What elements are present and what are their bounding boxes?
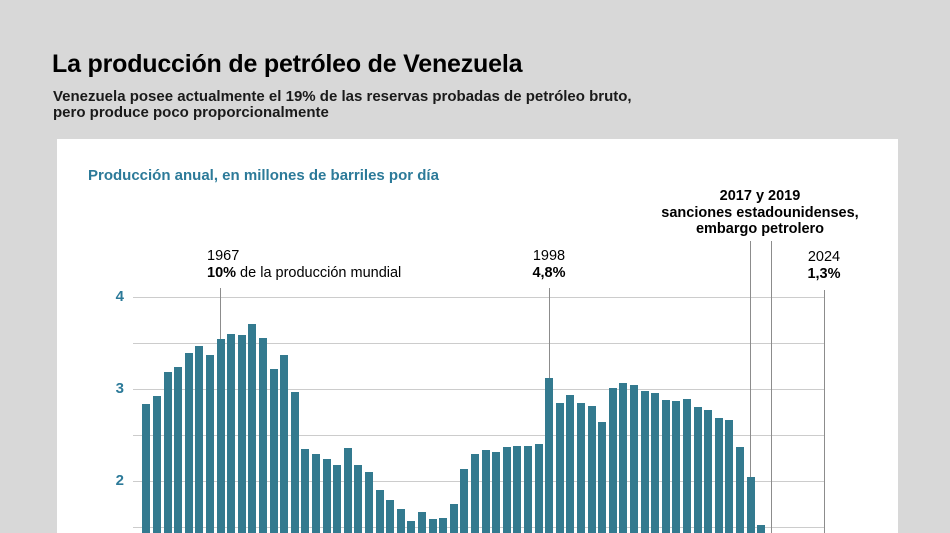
reference-line-1998 [548,288,550,378]
bar-1970 [248,323,257,533]
bar-1984 [396,508,405,533]
annotation-2017-line3: embargo petrolero [695,221,825,237]
bar-1971 [258,338,267,533]
bar-1975 [301,448,310,533]
annotation-2024-value: 1,3% [807,266,841,282]
bar-2010 [672,400,681,533]
annotation-1967-text: 10% de la producción mundial [207,265,402,281]
bar-2004 [608,388,617,533]
bar-1992 [481,449,490,533]
y-axis-tick-3: 3 [115,380,124,397]
bar-1978 [333,465,342,533]
bar-2001 [576,402,585,533]
page-subtitle-line2: pero produce poco proporcionalmente [53,103,329,121]
annotation-1998-year: 1998 [532,248,566,264]
bar-1960 [142,403,151,533]
bar-1998 [545,377,554,533]
bar-1983 [386,500,395,533]
bar-1965 [195,345,204,533]
reference-line-1967 [220,288,221,340]
bar-1961 [152,396,161,533]
bar-2000 [566,395,575,533]
bar-2007 [640,390,649,533]
bar-2006 [629,385,638,533]
gridline-2.5 [133,435,824,436]
bar-1974 [290,391,299,533]
bar-1962 [163,371,172,533]
bar-1977 [322,458,331,533]
gridline-3.5 [133,343,824,344]
bar-1995 [513,446,522,533]
bar-1972 [269,368,278,533]
annotation-1967-year: 1967 [207,248,240,264]
bar-1990 [460,469,469,533]
bar-1964 [184,353,193,533]
bar-1991 [470,454,479,533]
bar-1994 [502,446,511,533]
page-title: La producción de petróleo de Venezuela [52,50,523,78]
annotation-2024-year: 2024 [807,249,841,265]
bar-2015 [725,420,734,533]
bar-1988 [439,517,448,533]
bar-2012 [693,407,702,533]
bar-1973 [280,354,289,533]
bar-2011 [682,399,691,533]
bar-1980 [354,465,363,533]
bar-2002 [587,406,596,533]
bar-1976 [311,454,320,533]
reference-line-2017 [750,241,751,478]
bar-1985 [407,520,416,533]
bar-2013 [704,410,713,533]
bar-1967 [216,339,225,533]
annotation-2017-line2: sanciones estadounidenses, [661,204,859,221]
bar-2009 [661,400,670,533]
reference-line-2024 [824,290,826,533]
annotation-2024: 2024 1,3% [807,249,840,283]
bar-1969 [237,334,246,533]
annotation-1998: 1998 4,8% [532,248,565,282]
gridline-4 [133,297,824,298]
annotation-2017-line1: 2017 y 2019 [719,188,801,204]
bar-1981 [364,471,373,533]
bar-1982 [375,490,384,533]
bar-2008 [651,392,660,533]
bar-1999 [555,402,564,533]
bar-1989 [449,504,458,533]
annotation-1998-value: 4,8% [532,265,566,281]
page-subtitle-line1: Venezuela posee actualmente el 19% de la… [53,88,632,105]
bar-1996 [523,446,532,533]
bar-2014 [714,417,723,533]
bar-1966 [205,354,214,533]
bar-2016 [735,446,744,533]
annotation-2017-2019: 2017 y 2019 sanciones estadounidenses, e… [661,188,858,238]
annotation-1967: 1967 10% de la producción mundial [207,248,401,282]
bar-1997 [534,444,543,533]
gridline-3 [133,389,824,390]
bar-1979 [343,447,352,533]
bar-1986 [417,512,426,533]
bar-2003 [598,422,607,533]
reference-line-2019 [771,241,773,533]
chart-title: Producción anual, en millones de barrile… [88,167,439,184]
bar-1987 [428,518,437,533]
page-subtitle: Venezuela posee actualmente el 19% de la… [53,89,632,120]
bar-2005 [619,383,628,533]
bar-2018 [757,525,766,533]
y-axis-tick-4: 4 [115,288,124,305]
bar-2017 [746,477,755,533]
bar-1963 [174,366,183,533]
bar-1968 [227,333,236,533]
bar-1993 [492,451,501,533]
y-axis-tick-2: 2 [115,472,124,489]
